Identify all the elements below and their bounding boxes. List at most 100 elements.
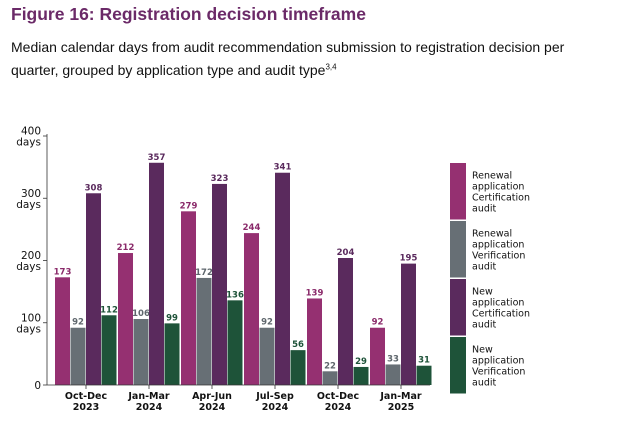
bar	[118, 253, 133, 385]
y-tick-label-line: 0	[34, 380, 41, 392]
figure-subtitle: Median calendar days from audit recommen…	[11, 36, 611, 82]
bar-value-label: 244	[243, 223, 261, 233]
bar-value-label: 279	[180, 201, 198, 211]
legend-label: Renewal application Certification audit	[472, 170, 530, 214]
bar-value-label: 92	[261, 318, 273, 328]
legend-swatch	[450, 337, 466, 394]
bar	[164, 323, 180, 385]
legend-label-line: New	[472, 286, 493, 297]
bar	[307, 298, 322, 385]
figure-subtitle-footnote: 3,4	[325, 62, 337, 72]
bar-value-label: 56	[292, 340, 304, 350]
x-tick-label: Apr-Jun 2024	[192, 391, 232, 413]
legend-label: Renewal application Verification audit	[472, 228, 525, 272]
y-tick-label: 200 days	[16, 250, 41, 273]
bar	[385, 364, 401, 385]
legend-label: New application Verification audit	[472, 344, 525, 388]
y-tick-label-line: 200	[21, 250, 41, 262]
legend: Renewal application Certification auditRene…	[450, 163, 530, 394]
bar	[70, 327, 86, 385]
y-tick-label-line: 300	[21, 188, 41, 200]
x-tick-label: Oct-Dec 2024	[317, 391, 359, 413]
legend-label-line: application	[472, 297, 524, 308]
bar	[181, 211, 196, 385]
x-tick-label-line: 2025	[388, 402, 414, 413]
legend-label-line: Verification	[472, 250, 525, 261]
bar-value-label: 92	[372, 318, 384, 328]
legend-label-line: Verification	[472, 366, 525, 377]
x-tick-label-line: 2024	[262, 402, 289, 413]
bar	[401, 263, 416, 385]
bar	[290, 350, 306, 385]
legend-label-line: application	[472, 355, 524, 366]
bar-value-label: 139	[306, 288, 324, 298]
legend-label-line: audit	[472, 261, 497, 272]
bar-value-label: 99	[166, 313, 178, 323]
bar-value-label: 31	[418, 356, 430, 366]
bar-value-label: 341	[274, 163, 292, 173]
legend-label-line: audit	[472, 203, 497, 214]
x-tick-label: Jul-Sep 2024	[255, 391, 294, 413]
bar-value-label: 22	[324, 361, 336, 371]
bar-value-label: 195	[400, 254, 418, 264]
legend-label-line: Certification	[472, 192, 530, 203]
y-tick-label: 100 days	[16, 312, 41, 335]
bar-value-label: 204	[337, 248, 355, 258]
x-tick-label-line: 2023	[73, 402, 99, 413]
legend-label: New application Certification audit	[472, 286, 530, 330]
bar	[416, 365, 432, 385]
bar-value-label: 92	[72, 318, 84, 328]
x-tick-label: Oct-Dec 2023	[65, 391, 107, 413]
x-tick-label-line: 2024	[199, 402, 226, 413]
bar	[86, 193, 101, 385]
bars: 173 92 308 112 212 106 357 99 279 172 323 136 244 92 3…	[54, 153, 432, 385]
bar	[196, 277, 212, 385]
y-tick-label-line: 400	[21, 126, 41, 138]
bar-value-label: 323	[211, 174, 229, 184]
x-tick-label: Jan-Mar 2024	[127, 391, 170, 413]
bar-value-label: 357	[148, 153, 166, 163]
legend-label-line: audit	[472, 319, 497, 330]
legend-swatch	[450, 163, 466, 220]
y-tick-label-line: days	[16, 323, 41, 335]
figure-title: Figure 16: Registration decision timefra…	[11, 4, 366, 24]
x-tick-label-line: 2024	[136, 402, 163, 413]
bar	[55, 277, 70, 385]
bar	[275, 172, 290, 385]
bar	[101, 315, 117, 385]
bar	[370, 327, 385, 385]
bar	[212, 183, 227, 385]
y-tick-label: 400 days	[16, 126, 41, 149]
legend-swatch	[450, 279, 466, 336]
legend-label-line: New	[472, 344, 493, 355]
legend-label-line: audit	[472, 377, 497, 388]
y-tick-label-line: days	[16, 137, 41, 149]
bar	[244, 233, 259, 385]
x-tick-label-line: Oct-Dec	[317, 391, 359, 402]
bar-value-label: 308	[85, 183, 103, 193]
y-tick-label: 0	[34, 380, 41, 392]
x-tick-label-line: 2024	[325, 402, 352, 413]
bar-value-label: 33	[387, 354, 399, 364]
y-tick-label-line: days	[16, 199, 41, 211]
legend-label-line: application	[472, 239, 524, 250]
bar-value-label: 136	[226, 290, 244, 300]
bar	[353, 366, 369, 385]
bar-value-label: 212	[117, 243, 135, 253]
x-tick-label-line: Jan-Mar	[379, 391, 422, 402]
legend-label-line: Renewal	[472, 228, 512, 239]
bar-value-label: 112	[100, 305, 118, 315]
y-tick-label: 300 days	[16, 188, 41, 211]
bar-value-label: 172	[195, 268, 213, 278]
bar-value-label: 173	[54, 267, 72, 277]
bar	[133, 319, 149, 385]
x-tick-label-line: Apr-Jun	[192, 391, 232, 402]
legend-label-line: Renewal	[472, 170, 512, 181]
y-tick-label-line: 100	[21, 312, 41, 324]
legend-label-line: application	[472, 181, 524, 192]
bar	[338, 258, 353, 385]
bar	[227, 300, 243, 385]
